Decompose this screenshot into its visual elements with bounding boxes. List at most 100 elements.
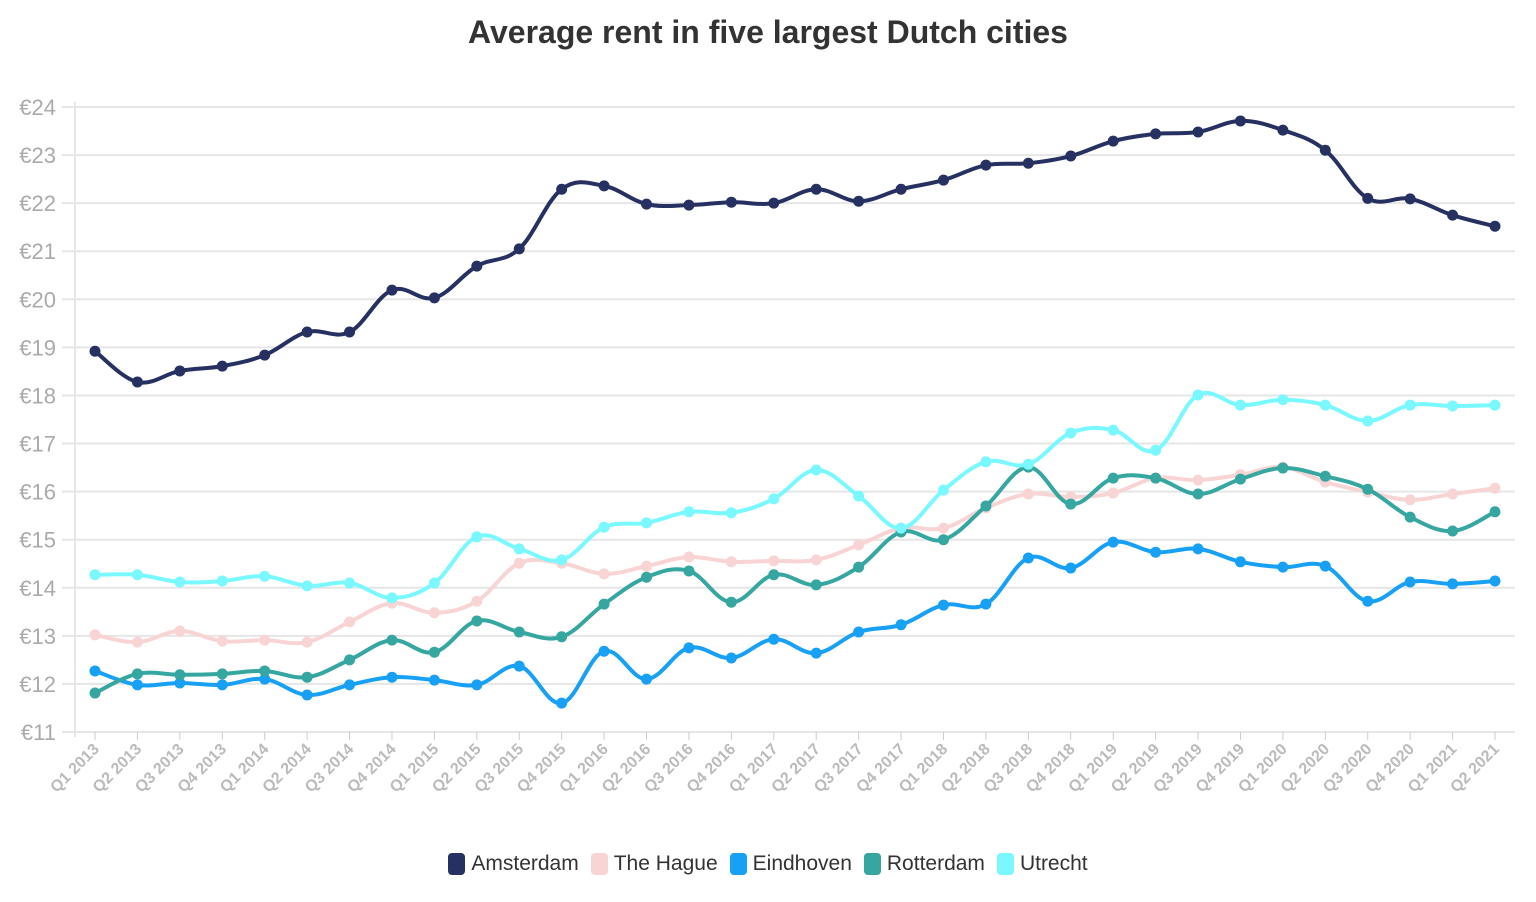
legend-swatch [996, 853, 1014, 875]
legend-item-utrecht[interactable]: Utrecht [996, 852, 1088, 876]
data-point-rotterdam [89, 687, 101, 699]
series-line-amsterdam [93, 118, 1496, 385]
data-point-rotterdam [1362, 483, 1374, 495]
data-point-utrecht [1447, 400, 1459, 412]
data-point-amsterdam [641, 198, 653, 210]
data-point-utrecht [895, 522, 907, 534]
data-point-eindhoven [641, 673, 653, 685]
data-point-utrecht [1192, 389, 1204, 401]
data-point-rotterdam [1277, 462, 1289, 474]
legend-swatch [590, 853, 608, 875]
data-point-amsterdam [556, 183, 568, 195]
data-point-amsterdam [513, 243, 525, 255]
data-point-rotterdam [344, 654, 356, 666]
data-point-eindhoven [1022, 552, 1034, 564]
data-point-utrecht [1150, 444, 1162, 456]
data-point-eindhoven [428, 674, 440, 686]
y-tick-label: €15 [19, 528, 56, 553]
data-point-rotterdam [1234, 473, 1246, 485]
legend-label: Rotterdam [886, 852, 985, 875]
data-point-amsterdam [1362, 192, 1374, 204]
data-point-rotterdam [1319, 470, 1331, 482]
data-point-rotterdam [1150, 472, 1162, 484]
data-point-utrecht [344, 577, 356, 589]
data-point-amsterdam [259, 349, 271, 361]
data-point-the-hague [598, 568, 610, 580]
data-point-amsterdam [810, 183, 822, 195]
data-point-utrecht [1234, 399, 1246, 411]
legend-item-eindhoven[interactable]: Eindhoven [729, 852, 852, 876]
data-point-amsterdam [216, 360, 228, 372]
data-point-utrecht [768, 493, 780, 505]
legend-item-amsterdam[interactable]: Amsterdam [448, 852, 579, 876]
y-tick-label: €17 [19, 432, 56, 457]
data-point-the-hague [853, 539, 865, 551]
data-point-utrecht [1107, 424, 1119, 436]
data-point-rotterdam [810, 579, 822, 591]
data-point-rotterdam [174, 669, 186, 681]
data-point-eindhoven [556, 697, 568, 709]
data-point-the-hague [768, 555, 780, 567]
data-point-eindhoven [89, 665, 101, 677]
data-point-utrecht [641, 517, 653, 529]
data-point-amsterdam [937, 174, 949, 186]
data-point-utrecht [259, 570, 271, 582]
data-point-utrecht [1022, 458, 1034, 470]
y-tick-label: €16 [19, 480, 56, 505]
legend-label: The Hague [613, 852, 718, 875]
data-point-the-hague [301, 636, 313, 648]
data-point-eindhoven [1150, 546, 1162, 558]
data-point-eindhoven [853, 626, 865, 638]
data-point-utrecht [937, 484, 949, 496]
y-tick-label: €14 [19, 576, 56, 601]
data-point-the-hague [810, 554, 822, 566]
data-point-utrecht [1404, 399, 1416, 411]
legend-item-rotterdam[interactable]: Rotterdam [863, 852, 985, 876]
data-point-utrecht [810, 464, 822, 476]
legend-label: Utrecht [1019, 852, 1088, 875]
data-point-amsterdam [1022, 157, 1034, 169]
data-point-rotterdam [641, 571, 653, 583]
data-point-rotterdam [1192, 488, 1204, 500]
legend-item-the-hague[interactable]: The Hague [590, 852, 718, 876]
legend: Amsterdam The Hague Eindhoven Rotterdam Utre… [0, 852, 1536, 876]
data-point-utrecht [683, 506, 695, 518]
data-point-amsterdam [1150, 128, 1162, 140]
data-point-eindhoven [980, 598, 992, 610]
series-line-eindhoven [94, 539, 1496, 706]
data-point-amsterdam [1065, 150, 1077, 162]
data-point-the-hague [1447, 488, 1459, 500]
data-point-eindhoven [131, 679, 143, 691]
data-point-utrecht [428, 577, 440, 589]
data-point-rotterdam [259, 665, 271, 677]
chart-title: Average rent in five largest Dutch citie… [468, 14, 1068, 50]
data-point-rotterdam [853, 561, 865, 573]
data-point-utrecht [1362, 415, 1374, 427]
data-point-utrecht [216, 575, 228, 587]
data-point-amsterdam [1107, 135, 1119, 147]
data-point-amsterdam [980, 159, 992, 171]
legend-swatch [448, 853, 466, 875]
data-point-utrecht [1277, 394, 1289, 406]
data-point-eindhoven [1192, 543, 1204, 555]
y-tick-label: €24 [19, 95, 56, 120]
data-point-the-hague [1404, 494, 1416, 506]
data-point-the-hague [1022, 488, 1034, 500]
data-point-amsterdam [471, 260, 483, 272]
data-point-utrecht [980, 456, 992, 468]
data-point-the-hague [259, 634, 271, 646]
data-point-amsterdam [853, 195, 865, 207]
data-point-the-hague [513, 557, 525, 569]
data-point-amsterdam [174, 365, 186, 377]
data-point-rotterdam [428, 646, 440, 658]
data-point-amsterdam [1192, 126, 1204, 138]
data-point-the-hague [1489, 482, 1501, 494]
data-point-amsterdam [301, 326, 313, 338]
data-point-amsterdam [386, 284, 398, 296]
data-point-amsterdam [1319, 144, 1331, 156]
series-line-rotterdam [94, 465, 1496, 695]
data-point-eindhoven [1065, 562, 1077, 574]
data-point-amsterdam [1234, 115, 1246, 127]
